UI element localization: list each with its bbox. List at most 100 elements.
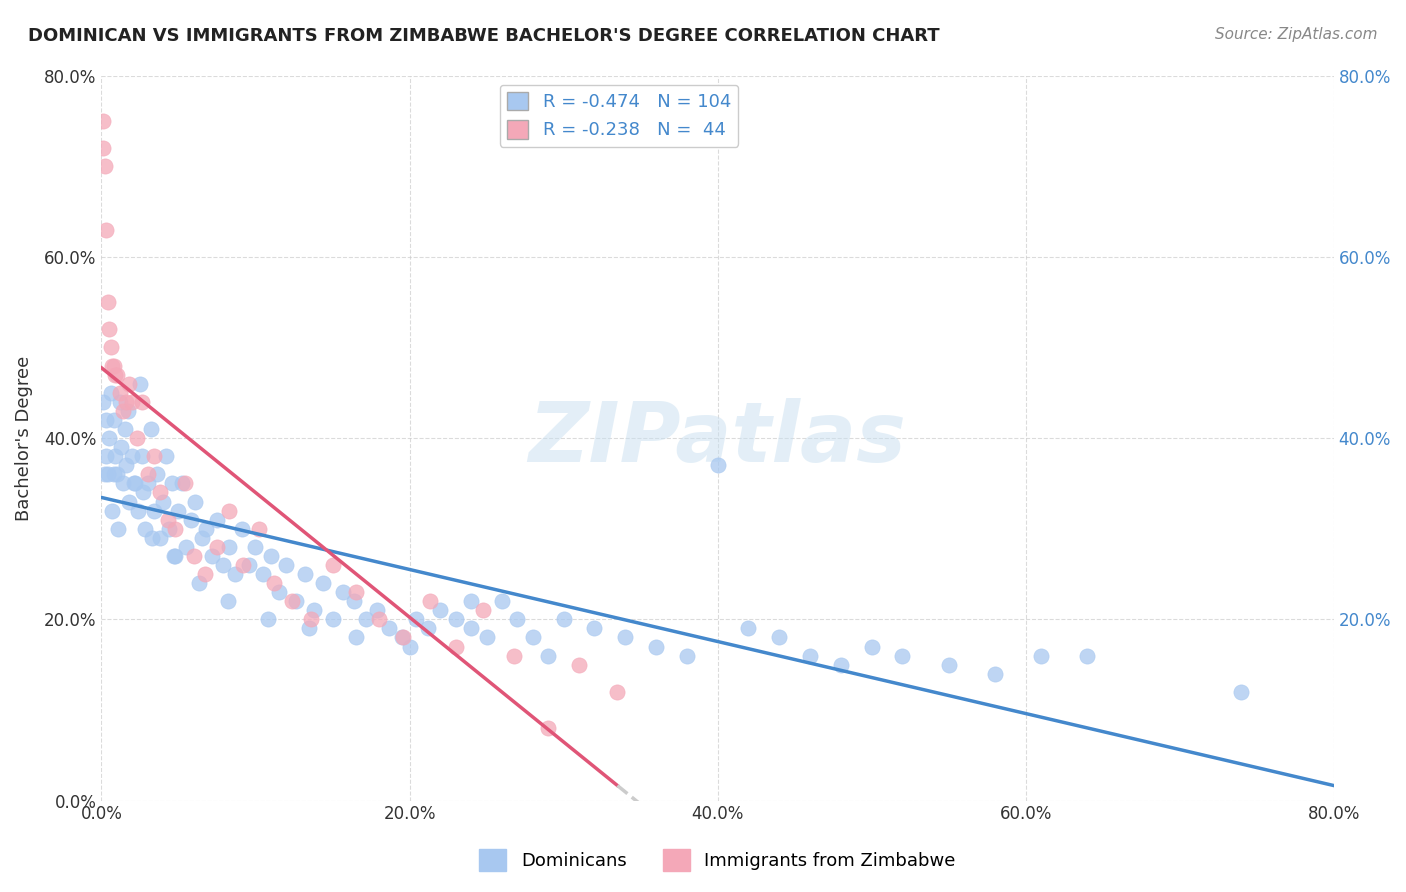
- Point: [184, 494, 207, 508]
- Point: [201, 549, 224, 563]
- Point: [367, 612, 389, 626]
- Point: [194, 567, 217, 582]
- Point: [97, 467, 120, 482]
- Point: [522, 631, 544, 645]
- Point: [768, 631, 790, 645]
- Point: [156, 513, 179, 527]
- Point: [444, 640, 467, 654]
- Point: [416, 621, 439, 635]
- Point: [938, 657, 960, 672]
- Point: [737, 621, 759, 635]
- Point: [162, 476, 184, 491]
- Point: [100, 340, 122, 354]
- Point: [491, 594, 513, 608]
- Point: [122, 476, 145, 491]
- Point: [356, 612, 378, 626]
- Point: [98, 431, 121, 445]
- Point: [101, 503, 124, 517]
- Point: [606, 685, 628, 699]
- Point: [614, 631, 637, 645]
- Point: [149, 531, 172, 545]
- Point: [224, 567, 246, 582]
- Point: [104, 449, 127, 463]
- Point: [165, 549, 187, 563]
- Point: [537, 721, 560, 735]
- Point: [299, 612, 322, 626]
- Point: [103, 467, 125, 482]
- Point: [118, 376, 141, 391]
- Point: [860, 640, 883, 654]
- Point: [218, 540, 240, 554]
- Point: [475, 631, 498, 645]
- Point: [142, 503, 165, 517]
- Point: [104, 368, 127, 382]
- Point: [378, 621, 401, 635]
- Point: [167, 503, 190, 517]
- Point: [398, 640, 420, 654]
- Point: [984, 666, 1007, 681]
- Point: [344, 585, 367, 599]
- Point: [332, 585, 354, 599]
- Point: [212, 558, 235, 572]
- Point: [100, 385, 122, 400]
- Point: [245, 540, 267, 554]
- Point: [93, 467, 115, 482]
- Point: [503, 648, 526, 663]
- Point: [114, 422, 136, 436]
- Point: [121, 394, 143, 409]
- Point: [180, 513, 202, 527]
- Text: ZIPatlas: ZIPatlas: [529, 398, 907, 479]
- Point: [136, 467, 159, 482]
- Point: [101, 359, 124, 373]
- Point: [94, 413, 117, 427]
- Point: [131, 449, 153, 463]
- Point: [302, 603, 325, 617]
- Point: [125, 431, 148, 445]
- Point: [217, 594, 239, 608]
- Point: [1029, 648, 1052, 663]
- Point: [94, 449, 117, 463]
- Point: [444, 612, 467, 626]
- Point: [568, 657, 591, 672]
- Point: [141, 531, 163, 545]
- Point: [165, 522, 187, 536]
- Point: [149, 485, 172, 500]
- Point: [121, 449, 143, 463]
- Point: [183, 549, 205, 563]
- Point: [110, 440, 132, 454]
- Point: [799, 648, 821, 663]
- Point: [93, 159, 115, 173]
- Point: [205, 540, 228, 554]
- Point: [405, 612, 427, 626]
- Point: [1230, 685, 1253, 699]
- Point: [117, 404, 139, 418]
- Point: [108, 385, 131, 400]
- Point: [91, 141, 114, 155]
- Point: [139, 422, 162, 436]
- Point: [136, 476, 159, 491]
- Point: [105, 368, 128, 382]
- Point: [190, 531, 212, 545]
- Point: [205, 513, 228, 527]
- Point: [132, 485, 155, 500]
- Point: [238, 558, 260, 572]
- Point: [112, 476, 135, 491]
- Point: [131, 394, 153, 409]
- Point: [98, 322, 121, 336]
- Point: [312, 576, 335, 591]
- Point: [112, 404, 135, 418]
- Point: [115, 458, 138, 473]
- Point: [263, 576, 285, 591]
- Point: [294, 567, 316, 582]
- Point: [174, 540, 197, 554]
- Point: [391, 631, 413, 645]
- Point: [276, 558, 298, 572]
- Point: [97, 295, 120, 310]
- Point: [553, 612, 575, 626]
- Point: [173, 476, 195, 491]
- Point: [344, 631, 367, 645]
- Point: [830, 657, 852, 672]
- Point: [146, 467, 169, 482]
- Point: [108, 394, 131, 409]
- Point: [134, 522, 156, 536]
